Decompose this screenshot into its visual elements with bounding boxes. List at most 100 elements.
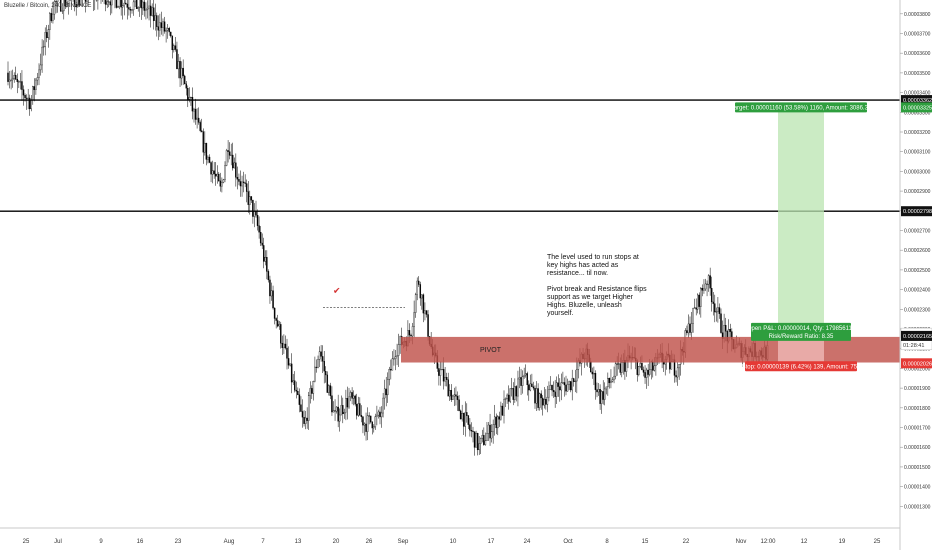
time-tick-label: 23 bbox=[175, 539, 182, 545]
horizontal-level-label: 0.00003362 bbox=[903, 98, 932, 104]
candle-body bbox=[444, 377, 446, 382]
candle-body bbox=[689, 323, 691, 333]
candle-body bbox=[205, 142, 208, 160]
candle-body bbox=[557, 382, 559, 387]
candle-body bbox=[134, 0, 136, 3]
candle-body bbox=[715, 311, 718, 313]
candle-body bbox=[466, 412, 468, 416]
candle-body bbox=[301, 411, 304, 418]
candle-body bbox=[695, 307, 697, 310]
candle-body bbox=[131, 9, 133, 11]
candle-body bbox=[703, 288, 705, 291]
candle-body bbox=[111, 0, 113, 6]
candle-body bbox=[179, 61, 181, 79]
candle-body bbox=[608, 377, 611, 384]
candle-body bbox=[521, 376, 524, 386]
candle-body bbox=[247, 191, 249, 205]
candle-body bbox=[326, 374, 329, 393]
candle-body bbox=[532, 386, 535, 389]
candle-body bbox=[261, 242, 263, 246]
price-tick-label: 0.00002600 bbox=[904, 248, 931, 254]
candle-body bbox=[225, 150, 228, 166]
candle-body bbox=[427, 314, 429, 337]
time-tick-label: 12 bbox=[801, 539, 808, 545]
candle-body bbox=[690, 323, 693, 333]
candle-body bbox=[422, 294, 425, 314]
candle-body bbox=[52, 13, 54, 21]
pnl-label-box bbox=[751, 322, 851, 341]
candle-body bbox=[38, 69, 40, 78]
candle-body bbox=[458, 399, 460, 412]
candle-body bbox=[42, 46, 45, 48]
candle-body bbox=[498, 416, 501, 420]
candle-body bbox=[459, 410, 462, 420]
candle-body bbox=[470, 430, 473, 432]
candle-body bbox=[338, 414, 341, 422]
candle-body bbox=[143, 1, 146, 11]
candle-body bbox=[311, 388, 313, 394]
candle-body bbox=[383, 388, 386, 399]
candle-body bbox=[563, 382, 566, 386]
candle-body bbox=[159, 22, 161, 31]
candle-body bbox=[196, 117, 198, 120]
candle-body bbox=[453, 394, 456, 397]
horizontal-level-badge bbox=[901, 95, 932, 106]
candle-body bbox=[552, 390, 555, 393]
candle-body bbox=[487, 424, 490, 434]
candle-body bbox=[599, 389, 601, 404]
price-tick-label: 0.00003400 bbox=[904, 91, 931, 97]
time-tick-label: 25 bbox=[874, 539, 881, 545]
candle-body bbox=[318, 351, 321, 360]
candle-body bbox=[283, 343, 285, 348]
stop-label-box bbox=[745, 361, 857, 372]
candle-body bbox=[723, 325, 725, 339]
candle-body bbox=[236, 177, 239, 180]
price-badge-label: 0.00003325 bbox=[903, 105, 932, 111]
candle-body bbox=[41, 46, 43, 66]
candle-body bbox=[514, 386, 516, 400]
candle-body bbox=[290, 363, 293, 383]
horizontal-level-label: 0.00002798 bbox=[903, 209, 932, 215]
candle-body bbox=[394, 356, 397, 359]
candle-body bbox=[173, 45, 175, 51]
candle-body bbox=[450, 390, 453, 400]
candle-body bbox=[591, 371, 594, 375]
candle-body bbox=[233, 162, 236, 169]
candle-body bbox=[50, 13, 53, 21]
candle-body bbox=[294, 380, 296, 391]
candle-body bbox=[517, 378, 519, 397]
candle-body bbox=[182, 67, 184, 77]
candle-body bbox=[670, 361, 673, 370]
price-axis[interactable]: 0.00001300 0.00001400 0.00001500 0.00001600… bbox=[899, 0, 932, 550]
candle-body bbox=[356, 404, 358, 416]
candle-body bbox=[456, 396, 459, 400]
candle-body bbox=[210, 162, 212, 175]
pnl-label-text: Risk/Reward Ratio: 8.35 bbox=[769, 334, 834, 340]
candle-body bbox=[387, 379, 389, 396]
candle-body bbox=[687, 323, 690, 334]
candle-body bbox=[18, 81, 20, 83]
price-badge-label: 0.00002165 bbox=[903, 334, 932, 340]
overlays: PIVOT Target: 0.00001160 (53.58%) 1160, A… bbox=[0, 99, 900, 372]
candle-body bbox=[439, 369, 442, 376]
candle-body bbox=[16, 79, 19, 82]
candle-body bbox=[535, 388, 538, 404]
candle-body bbox=[652, 361, 654, 371]
candle-body bbox=[139, 0, 141, 8]
candle-body bbox=[559, 386, 561, 391]
candle-body bbox=[712, 301, 714, 304]
candle-body bbox=[377, 411, 380, 416]
candle-body bbox=[442, 369, 445, 382]
candle-body bbox=[483, 435, 485, 445]
candle-body bbox=[566, 384, 569, 392]
time-axis[interactable]: 25 Jul 9 16 23 Aug 7 13 20 26 Sep 10 17 24 Oct 8 15 22 Nov… bbox=[0, 527, 900, 545]
candle-body bbox=[39, 64, 42, 71]
candle-body bbox=[399, 336, 401, 345]
candle-body bbox=[120, 0, 122, 8]
candle-body bbox=[573, 378, 575, 382]
candle-body bbox=[534, 387, 536, 404]
candle-body bbox=[300, 404, 302, 412]
candle-body bbox=[515, 386, 518, 397]
time-tick-label: Aug bbox=[224, 539, 235, 545]
